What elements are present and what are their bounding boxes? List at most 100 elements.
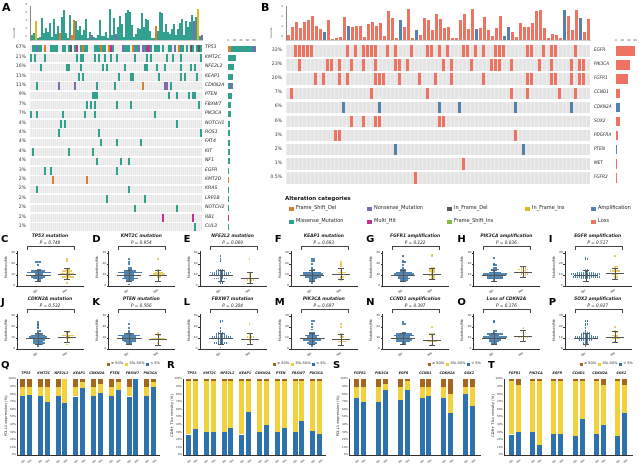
data-dot — [219, 321, 222, 324]
count-bar — [85, 19, 87, 40]
data-dot — [304, 276, 307, 278]
data-dot — [310, 336, 313, 338]
data-dot — [410, 273, 412, 275]
gene-name: RB1 — [205, 214, 215, 220]
data-dot — [122, 336, 125, 338]
oncoprint-cell — [338, 129, 342, 142]
data-dot — [584, 345, 587, 347]
data-dot — [37, 345, 39, 347]
y-tick: 80% — [176, 391, 182, 396]
data-dot — [35, 334, 37, 337]
y-tickmark — [289, 264, 291, 265]
panel-letter: C — [1, 234, 9, 245]
oncoprint-strip — [286, 115, 590, 128]
plot-area — [564, 314, 632, 350]
oncoprint-cell — [142, 44, 144, 53]
scatter-panel-C: C TP53 mutation P = 0.748 0 10 20 30 Mutations/… — [0, 234, 91, 297]
data-dot — [615, 273, 618, 275]
data-dot — [398, 340, 400, 343]
count-bar — [459, 19, 463, 40]
oncoprint-cell — [176, 91, 178, 100]
oncoprint-cell — [192, 214, 194, 222]
stack-seg — [397, 386, 403, 401]
oncoprint-cell — [144, 44, 146, 53]
stack-seg — [55, 386, 61, 396]
stack-seg — [26, 386, 32, 395]
stack-seg — [80, 388, 85, 455]
scatter-title: FBXW7 mutation — [211, 297, 254, 302]
gene-pct: 2% — [18, 214, 26, 220]
oncoprint-cell — [60, 120, 62, 128]
data-dot — [400, 279, 402, 281]
gene-row: 21% KMT2C — [0, 53, 258, 62]
data-dot — [37, 322, 39, 325]
stack-seg — [441, 398, 447, 455]
sd-cap — [308, 280, 315, 282]
stack-seg — [203, 381, 209, 433]
oncoprint-cell — [502, 45, 506, 57]
data-dot — [586, 273, 589, 275]
bar-seg — [228, 167, 230, 174]
x-tick-label: No — [551, 458, 557, 465]
y-tick: 20 — [467, 324, 472, 329]
y-tick: 30 — [193, 313, 198, 318]
data-dot — [497, 336, 500, 338]
stack-seg — [558, 379, 564, 382]
stack-seg — [530, 379, 536, 382]
x-tick-label: Yes — [557, 458, 565, 465]
data-dot — [343, 271, 346, 274]
oncoprint-cell — [558, 87, 562, 100]
stacked-panel-Q: Q < 5% 5%-50% ≥ 50% 0% 10% 20% 30% 40% 50% 60% 70% 8… — [0, 360, 166, 473]
sd-whisker — [403, 332, 404, 344]
legend-label: Frame_Shift_Del — [296, 205, 337, 211]
gene-name: PTEN — [205, 92, 217, 98]
data-dot — [520, 270, 523, 272]
data-dot — [429, 270, 431, 272]
y-tick: 100% — [8, 376, 16, 381]
data-dot — [134, 334, 137, 337]
x-tick-label: No — [419, 458, 425, 465]
gene-row: 2% KRAS — [0, 185, 258, 194]
data-dot — [584, 330, 587, 332]
gene-total-bar — [228, 45, 256, 52]
data-dot — [219, 280, 222, 283]
oncoprint-cell — [128, 44, 130, 53]
stack-seg — [426, 379, 432, 387]
y-axis-label: Mutations/Mb — [551, 319, 556, 341]
sd-cap — [337, 344, 344, 346]
scatter-title: PTEN mutation — [122, 297, 160, 302]
scatter-title: EGFR amplification — [574, 234, 622, 239]
plot-area — [473, 314, 541, 350]
bar-seg — [231, 83, 233, 90]
data-dot — [412, 273, 414, 275]
gene-header: PIK3CA — [309, 371, 323, 375]
bar-seg — [228, 92, 232, 99]
data-dot — [134, 277, 137, 280]
data-dot — [120, 271, 123, 274]
oncoprint-cell — [196, 73, 198, 81]
data-dot — [487, 273, 490, 275]
data-dot — [588, 277, 591, 280]
y-axis-label: Mutations/Mb — [369, 319, 374, 341]
sd-whisker — [614, 331, 616, 343]
bar-seg — [616, 130, 618, 141]
oncoprint-cell — [116, 101, 118, 109]
data-dot — [159, 337, 162, 340]
oncoprint-cell — [110, 44, 112, 53]
data-dot — [223, 271, 226, 274]
gene-total-bar — [228, 167, 230, 174]
gene-name: NOTCH2 — [205, 205, 225, 211]
count-bar — [201, 34, 203, 40]
oncoprint-cell — [82, 73, 84, 81]
data-dot — [126, 279, 129, 281]
data-dot — [229, 271, 232, 274]
data-dot — [590, 334, 593, 337]
y-tick: 40% — [10, 422, 16, 426]
data-dot — [520, 273, 523, 275]
plot-frame — [183, 379, 326, 456]
data-dot — [578, 339, 581, 341]
data-dot — [68, 268, 70, 271]
stack-legend-swatch — [272, 362, 276, 366]
scatter-title: NFE2L2 mutation — [211, 234, 254, 239]
count-bar — [575, 10, 579, 40]
